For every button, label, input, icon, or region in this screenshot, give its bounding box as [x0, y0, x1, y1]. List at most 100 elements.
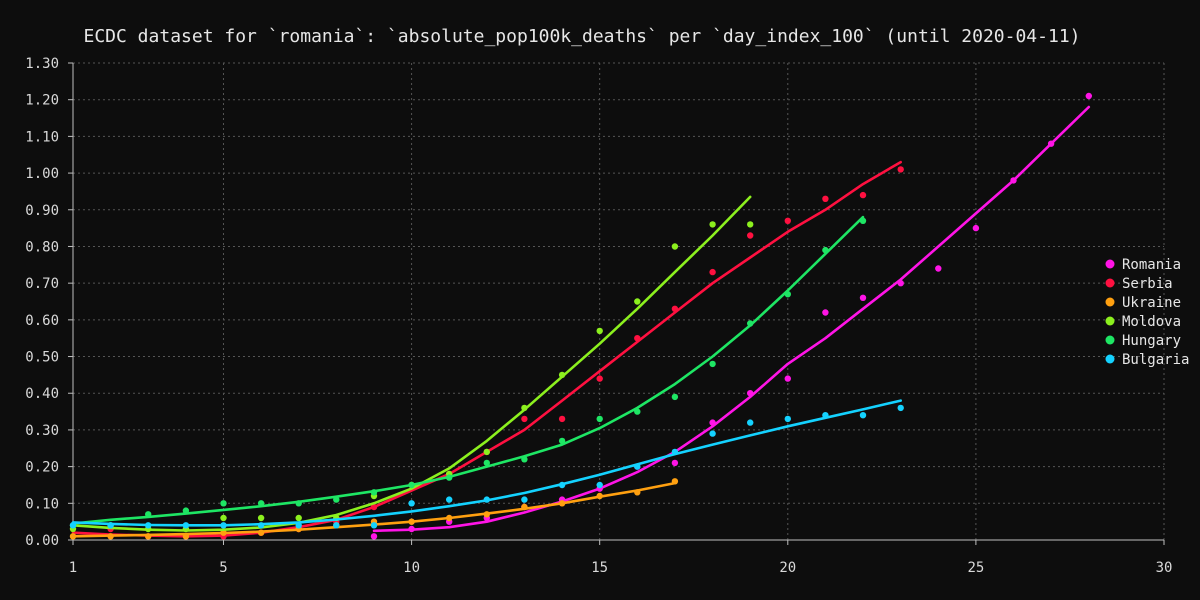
bulgaria-point [747, 419, 754, 426]
y-tick-label: 1.10 [25, 129, 59, 145]
bulgaria-point [822, 412, 829, 419]
serbia-point [521, 415, 528, 423]
series-layer [69, 92, 1093, 540]
x-tick-label: 25 [967, 560, 984, 576]
bulgaria-point [671, 448, 679, 456]
hungary-point [446, 474, 453, 481]
ukraine-point [107, 533, 114, 540]
grid [72, 62, 1165, 541]
bulgaria-point [145, 522, 152, 529]
serbia-point [747, 232, 754, 239]
ukraine-point [634, 489, 641, 496]
series-serbia [69, 160, 904, 540]
hungary-point [483, 459, 490, 467]
bulgaria-point [220, 522, 227, 529]
ukraine-point [521, 503, 528, 511]
serbia-point [709, 268, 716, 276]
serbia-point [370, 503, 378, 511]
romania-point [747, 390, 754, 397]
bulgaria-point [596, 481, 603, 489]
moldova-point [521, 404, 528, 412]
y-tick-label: 0.00 [25, 533, 59, 549]
bulgaria-point [257, 522, 265, 529]
y-tick-label: 0.40 [25, 386, 59, 402]
y-tick-label: 1.30 [25, 56, 59, 72]
legend-marker [1105, 354, 1115, 364]
y-tick-label: 1.20 [25, 93, 59, 109]
hungary-point [521, 456, 528, 463]
axes: 0.00 0.10 0.20 0.30 0.40 0.50 0.60 0.70 0.80 0.90… [25, 56, 1172, 576]
y-tick-label: 0.50 [25, 350, 59, 366]
bulgaria-point [333, 522, 340, 529]
hungary-point [671, 393, 679, 401]
hungary-point [859, 217, 867, 224]
legend-item-moldova: Moldova [1105, 314, 1181, 330]
series-romania [370, 92, 1093, 540]
hungary-point [257, 500, 265, 507]
y-tick-label: 0.60 [25, 313, 59, 329]
romania-point [1047, 140, 1055, 147]
chart-title: ECDC dataset for `romania`: `absolute_po… [84, 26, 1081, 47]
hungary-point [182, 507, 190, 514]
y-tick-label: 0.70 [25, 276, 59, 292]
moldova-point [257, 514, 265, 522]
hungary-trend-line [71, 215, 865, 525]
bulgaria-point [897, 404, 904, 412]
romania-trend-line [372, 105, 1091, 533]
moldova-point [558, 371, 566, 379]
bulgaria-point [709, 430, 716, 437]
hungary-point [709, 360, 716, 368]
moldova-point [596, 327, 603, 335]
serbia-trend-line [71, 160, 902, 538]
y-tick-label: 0.30 [25, 423, 59, 439]
legend: Romania Serbia Ukraine Moldova Hungary Bulgar… [1105, 257, 1189, 368]
ukraine-point [671, 478, 679, 485]
moldova-point [220, 514, 227, 522]
legend-label: Serbia [1122, 276, 1173, 292]
romania-point [972, 224, 980, 232]
moldova-point [709, 221, 716, 228]
y-tick-label: 0.90 [25, 203, 59, 219]
legend-marker [1105, 316, 1115, 326]
legend-marker [1105, 335, 1115, 345]
bulgaria-point [182, 522, 190, 529]
legend-item-serbia: Serbia [1105, 276, 1173, 292]
ukraine-point [558, 500, 566, 507]
romania-point [1010, 177, 1017, 184]
x-tick-label: 5 [219, 560, 227, 576]
romania-point [671, 459, 679, 467]
legend-label: Romania [1122, 257, 1181, 273]
hungary-point [295, 500, 302, 507]
series-bulgaria [69, 399, 904, 529]
bulgaria-point [483, 496, 490, 503]
bulgaria-point [859, 412, 867, 419]
romania-point [370, 533, 378, 540]
bulgaria-point [634, 463, 641, 470]
hungary-point [370, 489, 378, 496]
bulgaria-point [784, 415, 791, 423]
legend-marker [1105, 297, 1115, 307]
serbia-point [596, 375, 603, 382]
romania-point [408, 525, 415, 533]
serbia-point [671, 305, 679, 312]
legend-label: Bulgaria [1122, 352, 1189, 368]
legend-item-hungary: Hungary [1105, 333, 1181, 349]
legend-item-ukraine: Ukraine [1105, 295, 1181, 311]
serbia-point [784, 217, 791, 224]
hungary-point [558, 437, 566, 445]
serbia-point [634, 335, 641, 342]
ukraine-point [596, 492, 603, 500]
romania-point [859, 294, 867, 301]
ukraine-point [408, 518, 415, 525]
legend-marker [1105, 259, 1115, 269]
bulgaria-point [521, 496, 528, 503]
legend-marker [1105, 278, 1115, 288]
hungary-point [408, 481, 415, 489]
ukraine-point [483, 511, 490, 518]
x-tick-label: 15 [591, 560, 608, 576]
legend-label: Ukraine [1122, 295, 1181, 311]
series-hungary [69, 215, 867, 529]
ukraine-point [220, 529, 227, 536]
bulgaria-point [408, 500, 415, 507]
y-tick-label: 0.80 [25, 239, 59, 255]
